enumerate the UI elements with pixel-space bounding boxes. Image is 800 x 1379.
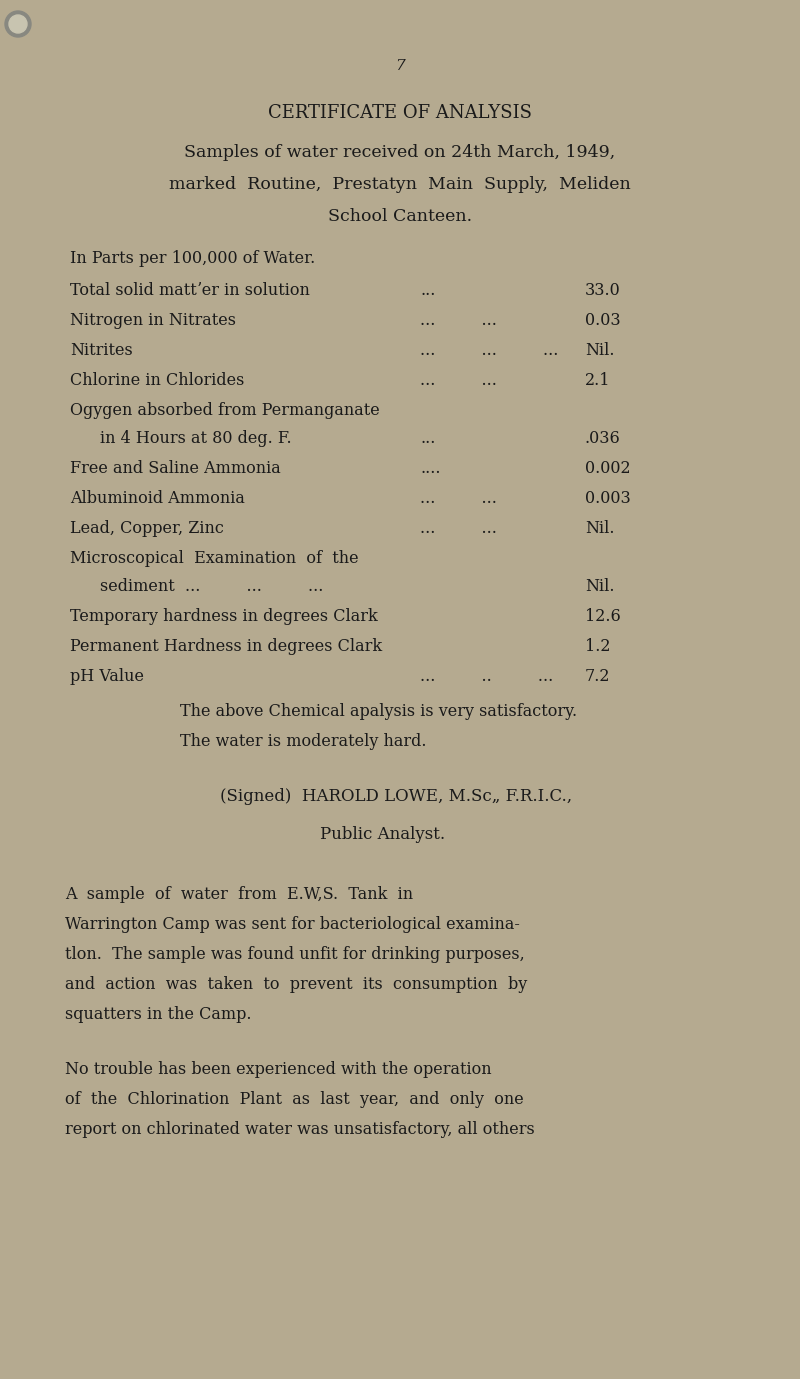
Text: 2.1: 2.1 xyxy=(585,372,610,389)
Text: 12.6: 12.6 xyxy=(585,608,621,625)
Text: Nil.: Nil. xyxy=(585,578,614,594)
Text: Nil.: Nil. xyxy=(585,342,614,359)
Text: Nitrites: Nitrites xyxy=(70,342,133,359)
Text: Warrington Camp was sent for bacteriological examina-: Warrington Camp was sent for bacteriolog… xyxy=(65,916,520,934)
Text: Lead, Copper, Zinc: Lead, Copper, Zinc xyxy=(70,520,224,536)
Text: Public Analyst.: Public Analyst. xyxy=(320,826,445,843)
Text: CERTIFICATE OF ANALYSIS: CERTIFICATE OF ANALYSIS xyxy=(268,103,532,121)
Text: ....: .... xyxy=(420,461,441,477)
Text: No trouble has been experienced with the operation: No trouble has been experienced with the… xyxy=(65,1060,492,1078)
Text: 0.003: 0.003 xyxy=(585,490,630,507)
Text: School Canteen.: School Canteen. xyxy=(328,208,472,225)
Text: .036: .036 xyxy=(585,430,621,447)
Text: ...         ...: ... ... xyxy=(420,490,497,507)
Text: ...         ..         ...: ... .. ... xyxy=(420,667,554,685)
Text: sediment  ...         ...         ...: sediment ... ... ... xyxy=(100,578,323,594)
Text: 33.0: 33.0 xyxy=(585,281,621,299)
Text: The above Chemical apalysis is very satisfactory.: The above Chemical apalysis is very sati… xyxy=(180,703,577,720)
Text: squatters in the Camp.: squatters in the Camp. xyxy=(65,1007,251,1023)
Text: Microscopical  Examination  of  the: Microscopical Examination of the xyxy=(70,550,358,567)
Text: in 4 Hours at 80 deg. F.: in 4 Hours at 80 deg. F. xyxy=(100,430,292,447)
Text: ...: ... xyxy=(420,281,435,299)
Circle shape xyxy=(5,11,31,37)
Text: Total solid mattʼer in solution: Total solid mattʼer in solution xyxy=(70,281,310,299)
Text: marked  Routine,  Prestatyn  Main  Supply,  Meliden: marked Routine, Prestatyn Main Supply, M… xyxy=(169,177,631,193)
Text: ...         ...: ... ... xyxy=(420,372,497,389)
Text: ...: ... xyxy=(420,430,435,447)
Text: ...         ...: ... ... xyxy=(420,520,497,536)
Text: A  sample  of  water  from  E.W,S.  Tank  in: A sample of water from E.W,S. Tank in xyxy=(65,885,413,903)
Text: Free and Saline Ammonia: Free and Saline Ammonia xyxy=(70,461,281,477)
Text: of  the  Chlorination  Plant  as  last  year,  and  only  one: of the Chlorination Plant as last year, … xyxy=(65,1091,524,1107)
Text: Albuminoid Ammonia: Albuminoid Ammonia xyxy=(70,490,245,507)
Text: (Signed)  HAROLD LOWE, M.Sc„ F.R.I.C.,: (Signed) HAROLD LOWE, M.Sc„ F.R.I.C., xyxy=(220,787,572,805)
Text: 0.03: 0.03 xyxy=(585,312,621,330)
Text: report on chlorinated water was unsatisfactory, all others: report on chlorinated water was unsatisf… xyxy=(65,1121,534,1138)
Text: ...         ...         ...: ... ... ... xyxy=(420,342,558,359)
Circle shape xyxy=(9,15,27,33)
Text: In Parts per 100,000 of Water.: In Parts per 100,000 of Water. xyxy=(70,250,315,268)
Text: Samples of water received on 24th March, 1949,: Samples of water received on 24th March,… xyxy=(184,143,616,161)
Text: 7.2: 7.2 xyxy=(585,667,610,685)
Text: 1.2: 1.2 xyxy=(585,638,610,655)
Text: pH Value: pH Value xyxy=(70,667,144,685)
Text: tlon.  The sample was found unfit for drinking purposes,: tlon. The sample was found unfit for dri… xyxy=(65,946,525,963)
Text: 0.002: 0.002 xyxy=(585,461,630,477)
Text: Ogygen absorbed from Permanganate: Ogygen absorbed from Permanganate xyxy=(70,403,380,419)
Text: 7: 7 xyxy=(395,59,405,73)
Text: Permanent Hardness in degrees Clark: Permanent Hardness in degrees Clark xyxy=(70,638,382,655)
Text: and  action  was  taken  to  prevent  its  consumption  by: and action was taken to prevent its cons… xyxy=(65,976,527,993)
Text: Chlorine in Chlorides: Chlorine in Chlorides xyxy=(70,372,244,389)
Text: Nil.: Nil. xyxy=(585,520,614,536)
Text: ...         ...: ... ... xyxy=(420,312,497,330)
Text: Nitrogen in Nitrates: Nitrogen in Nitrates xyxy=(70,312,236,330)
Text: Temporary hardness in degrees Clark: Temporary hardness in degrees Clark xyxy=(70,608,378,625)
Text: The water is moderately hard.: The water is moderately hard. xyxy=(180,734,426,750)
